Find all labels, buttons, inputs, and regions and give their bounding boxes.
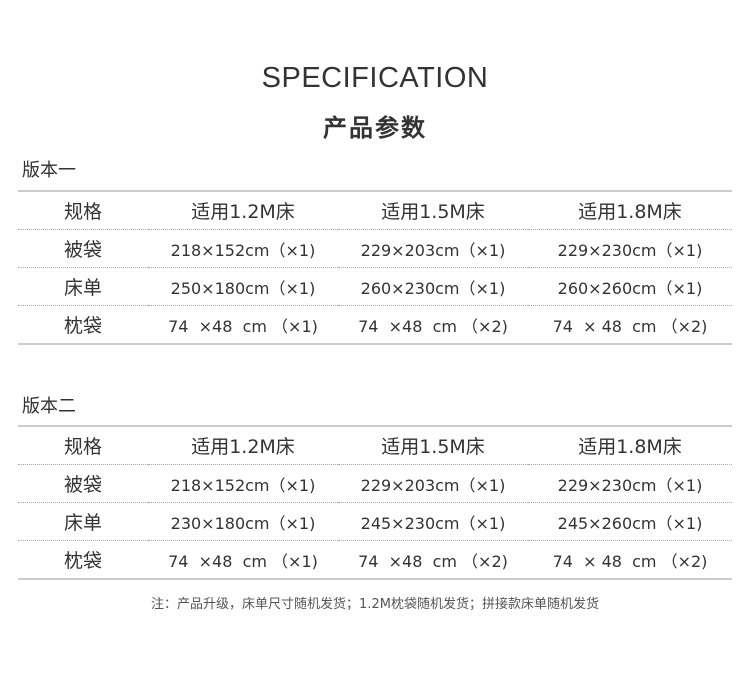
footnote: 注：产品升级，床单尺寸随机发货；1.2M枕袋随机发货；拼接款床单随机发货 [151, 597, 599, 612]
table-header-row: 规格 适用1.2M床 适用1.5M床 适用1.8M床 [18, 190, 732, 230]
row-label: 被袋 [18, 229, 148, 268]
table-cell: 245×230cm（×1) [338, 502, 528, 541]
table-row: 枕袋 74 ×48 cm （×1) 74 ×48 cm （×2) 74 × 48… [18, 305, 732, 345]
table-cell: 218×152cm（×1) [148, 464, 338, 503]
header-cell: 适用1.8M床 [528, 425, 732, 465]
table-cell: 250×180cm（×1) [148, 267, 338, 306]
table-cell: 74 × 48 cm （×2) [528, 540, 732, 580]
table-cell: 74 × 48 cm （×2) [528, 305, 732, 345]
table-row: 被袋 218×152cm（×1) 229×203cm（×1) 229×230cm… [18, 229, 732, 268]
spec-table-version-1: 规格 适用1.2M床 适用1.5M床 适用1.8M床 被袋 218×152cm（… [18, 190, 732, 345]
title-english: SPECIFICATION [261, 62, 489, 94]
version-2-label: 版本二 [22, 396, 76, 417]
table-cell: 74 ×48 cm （×1) [148, 305, 338, 345]
table-row: 床单 230×180cm（×1) 245×230cm（×1) 245×260cm… [18, 502, 732, 541]
table-cell: 229×230cm（×1) [528, 464, 732, 503]
table-row: 床单 250×180cm（×1) 260×230cm（×1) 260×260cm… [18, 267, 732, 306]
header-cell: 规格 [18, 425, 148, 465]
row-label: 床单 [18, 502, 148, 541]
table-cell: 218×152cm（×1) [148, 229, 338, 268]
version-1-label: 版本一 [22, 160, 76, 181]
row-label: 枕袋 [18, 540, 148, 580]
table-row: 枕袋 74 ×48 cm （×1) 74 ×48 cm （×2) 74 × 48… [18, 540, 732, 580]
table-cell: 74 ×48 cm （×2) [338, 540, 528, 580]
table-cell: 229×203cm（×1) [338, 229, 528, 268]
row-label: 枕袋 [18, 305, 148, 345]
table-cell: 229×203cm（×1) [338, 464, 528, 503]
table-cell: 245×260cm（×1) [528, 502, 732, 541]
header-cell: 规格 [18, 190, 148, 230]
table-cell: 229×230cm（×1) [528, 229, 732, 268]
row-label: 被袋 [18, 464, 148, 503]
table-cell: 260×230cm（×1) [338, 267, 528, 306]
table-row: 被袋 218×152cm（×1) 229×203cm（×1) 229×230cm… [18, 464, 732, 503]
table-cell: 230×180cm（×1) [148, 502, 338, 541]
header-cell: 适用1.5M床 [338, 190, 528, 230]
table-cell: 74 ×48 cm （×1) [148, 540, 338, 580]
table-cell: 74 ×48 cm （×2) [338, 305, 528, 345]
row-label: 床单 [18, 267, 148, 306]
spec-table-version-2: 规格 适用1.2M床 适用1.5M床 适用1.8M床 被袋 218×152cm（… [18, 425, 732, 580]
title-chinese: 产品参数 [323, 114, 427, 142]
table-cell: 260×260cm（×1) [528, 267, 732, 306]
header-cell: 适用1.8M床 [528, 190, 732, 230]
header-cell: 适用1.2M床 [148, 190, 338, 230]
header-cell: 适用1.5M床 [338, 425, 528, 465]
header-cell: 适用1.2M床 [148, 425, 338, 465]
table-header-row: 规格 适用1.2M床 适用1.5M床 适用1.8M床 [18, 425, 732, 465]
